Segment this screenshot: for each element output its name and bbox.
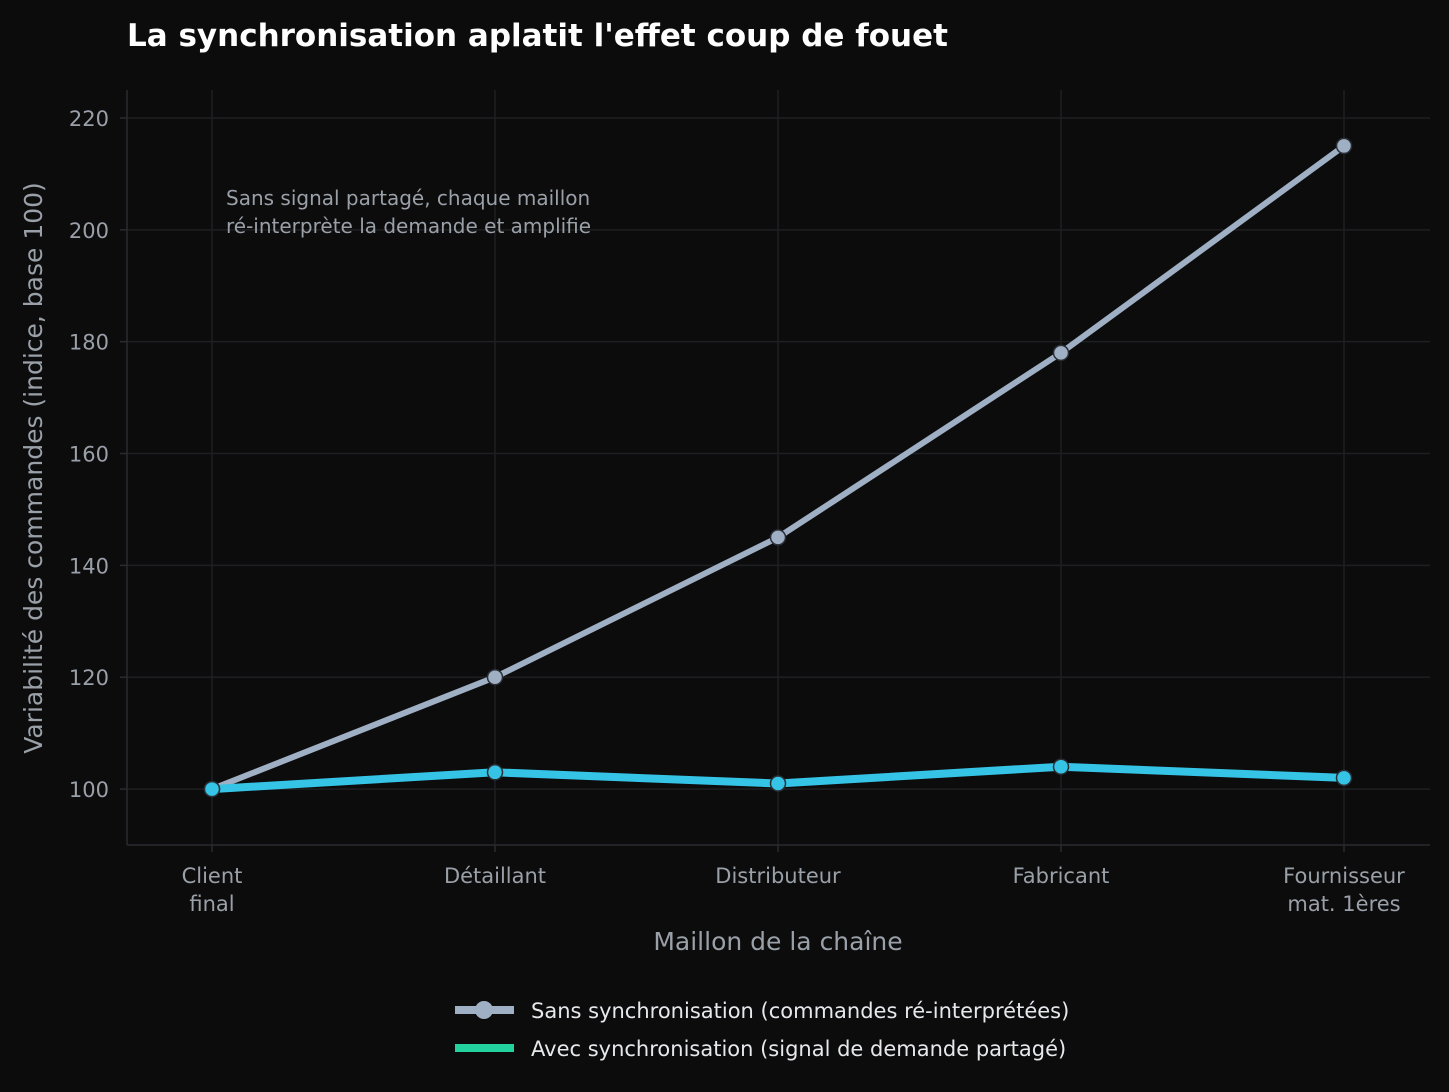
x-tick-label: Détaillant bbox=[444, 864, 546, 888]
x-tick-labels: Client final Détaillant Distributeur Fabrica… bbox=[182, 864, 1406, 916]
legend-label-2: Avec synchronisation (signal de demande … bbox=[531, 1037, 1066, 1061]
legend-label-1: Sans synchronisation (commandes ré-inter… bbox=[531, 999, 1069, 1023]
y-tick-label: 120 bbox=[69, 666, 109, 690]
x-tick-label: Fabricant bbox=[1013, 864, 1110, 888]
chart-title: La synchronisation aplatit l'effet coup … bbox=[127, 18, 948, 54]
annotation: Sans signal partagé, chaque maillon ré-in… bbox=[226, 186, 591, 238]
series-2-point bbox=[769, 775, 787, 792]
x-tick-label: Distributeur bbox=[715, 864, 841, 888]
axes bbox=[120, 90, 1430, 852]
y-tick-label: 160 bbox=[69, 443, 109, 467]
grid bbox=[127, 90, 1430, 845]
y-axis-label: Variabilité des commandes (indice, base … bbox=[19, 182, 48, 754]
y-tick-label: 220 bbox=[69, 107, 109, 131]
series-1-point bbox=[769, 529, 787, 546]
series-2-point bbox=[1335, 769, 1353, 787]
series-2-point bbox=[486, 764, 504, 781]
y-tick-label: 180 bbox=[69, 331, 109, 355]
legend-marker bbox=[475, 1001, 493, 1019]
x-axis-label: Maillon de la chaîne bbox=[653, 927, 902, 956]
y-tick-label: 140 bbox=[69, 554, 109, 578]
y-tick-label: 100 bbox=[69, 778, 109, 802]
y-tick-labels: 100 120 140 160 180 200 220 bbox=[69, 107, 109, 802]
legend: Sans synchronisation (commandes ré-inter… bbox=[455, 999, 1069, 1061]
series-1-point bbox=[1335, 137, 1353, 155]
series-2-point bbox=[203, 780, 221, 798]
x-tick-label: Fournisseur mat. 1ères bbox=[1283, 864, 1405, 916]
series-1-point bbox=[486, 668, 504, 686]
series-1-point bbox=[1052, 344, 1070, 362]
x-tick-label: Client final bbox=[182, 864, 243, 916]
series-2-point bbox=[1052, 758, 1070, 775]
series-lines bbox=[203, 137, 1353, 798]
y-tick-label: 200 bbox=[69, 219, 109, 243]
